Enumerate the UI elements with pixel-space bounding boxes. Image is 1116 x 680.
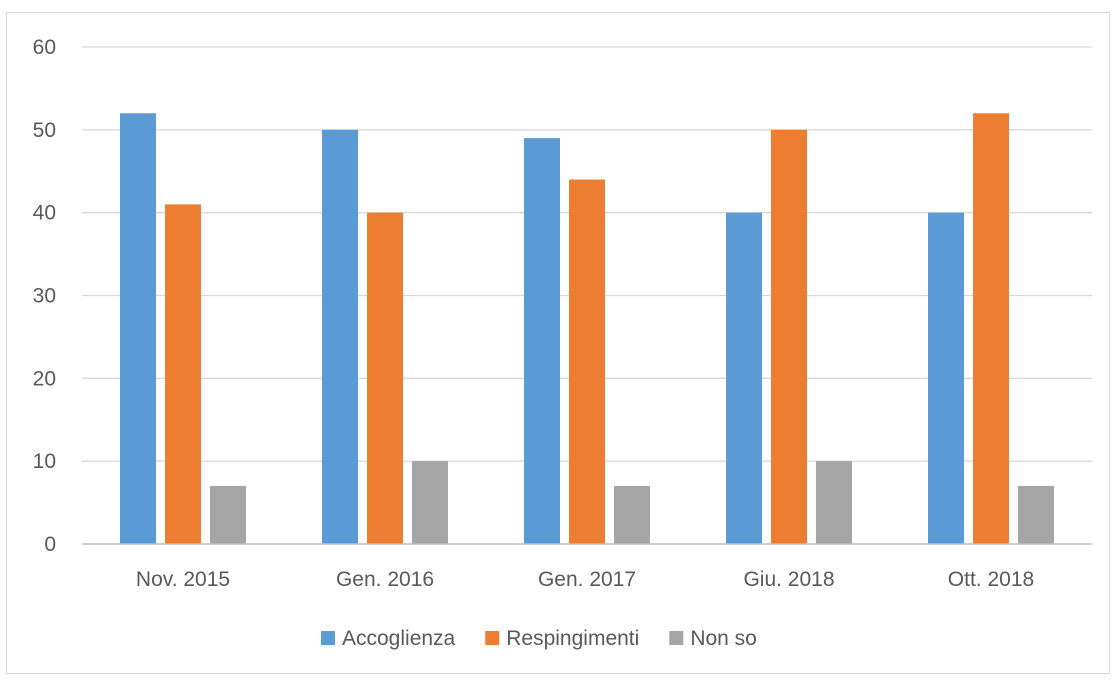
y-tick-label: 10 [33,450,56,473]
x-tick-label: Gen. 2017 [538,568,636,591]
bar-accoglienza [524,138,560,544]
y-tick-label: 20 [33,367,56,390]
bar-respingimenti [367,212,403,544]
bar-accoglienza [120,113,156,545]
gridlines [82,46,1092,462]
bar-non-so [412,461,448,544]
y-axis-ticks: 0 10 20 30 40 50 60 [33,36,56,556]
bar-respingimenti [165,204,201,544]
legend-swatch [669,631,684,645]
legend-swatch [485,631,500,645]
bar-non-so [816,461,852,544]
x-axis-labels: Nov. 2015 Gen. 2016 Gen. 2017 Giu. 2018 Ott.… [136,568,1034,591]
y-tick-label: 30 [33,285,56,308]
bar-accoglienza [726,212,762,544]
bars [120,113,1054,545]
x-tick-label: Nov. 2015 [136,568,230,591]
y-tick-label: 40 [33,202,56,225]
y-tick-label: 50 [33,119,56,142]
legend-swatch [321,631,335,645]
legend-label: Respingimenti [506,627,639,650]
y-tick-label: 0 [44,533,56,556]
bar-respingimenti [771,129,807,545]
bar-accoglienza [928,212,964,544]
bar-respingimenti [569,179,605,545]
bar-non-so [210,486,246,544]
legend-label: Non so [690,627,757,650]
x-tick-label: Giu. 2018 [743,568,834,591]
x-tick-label: Ott. 2018 [948,568,1034,591]
legend: Accoglienza Respingimenti Non so [321,627,757,650]
y-tick-label: 60 [33,36,56,59]
legend-label: Accoglienza [342,627,456,650]
bar-accoglienza [322,129,358,545]
bar-non-so [1018,486,1054,544]
bar-non-so [614,486,650,544]
x-tick-label: Gen. 2016 [336,568,434,591]
bar-respingimenti [973,113,1009,545]
